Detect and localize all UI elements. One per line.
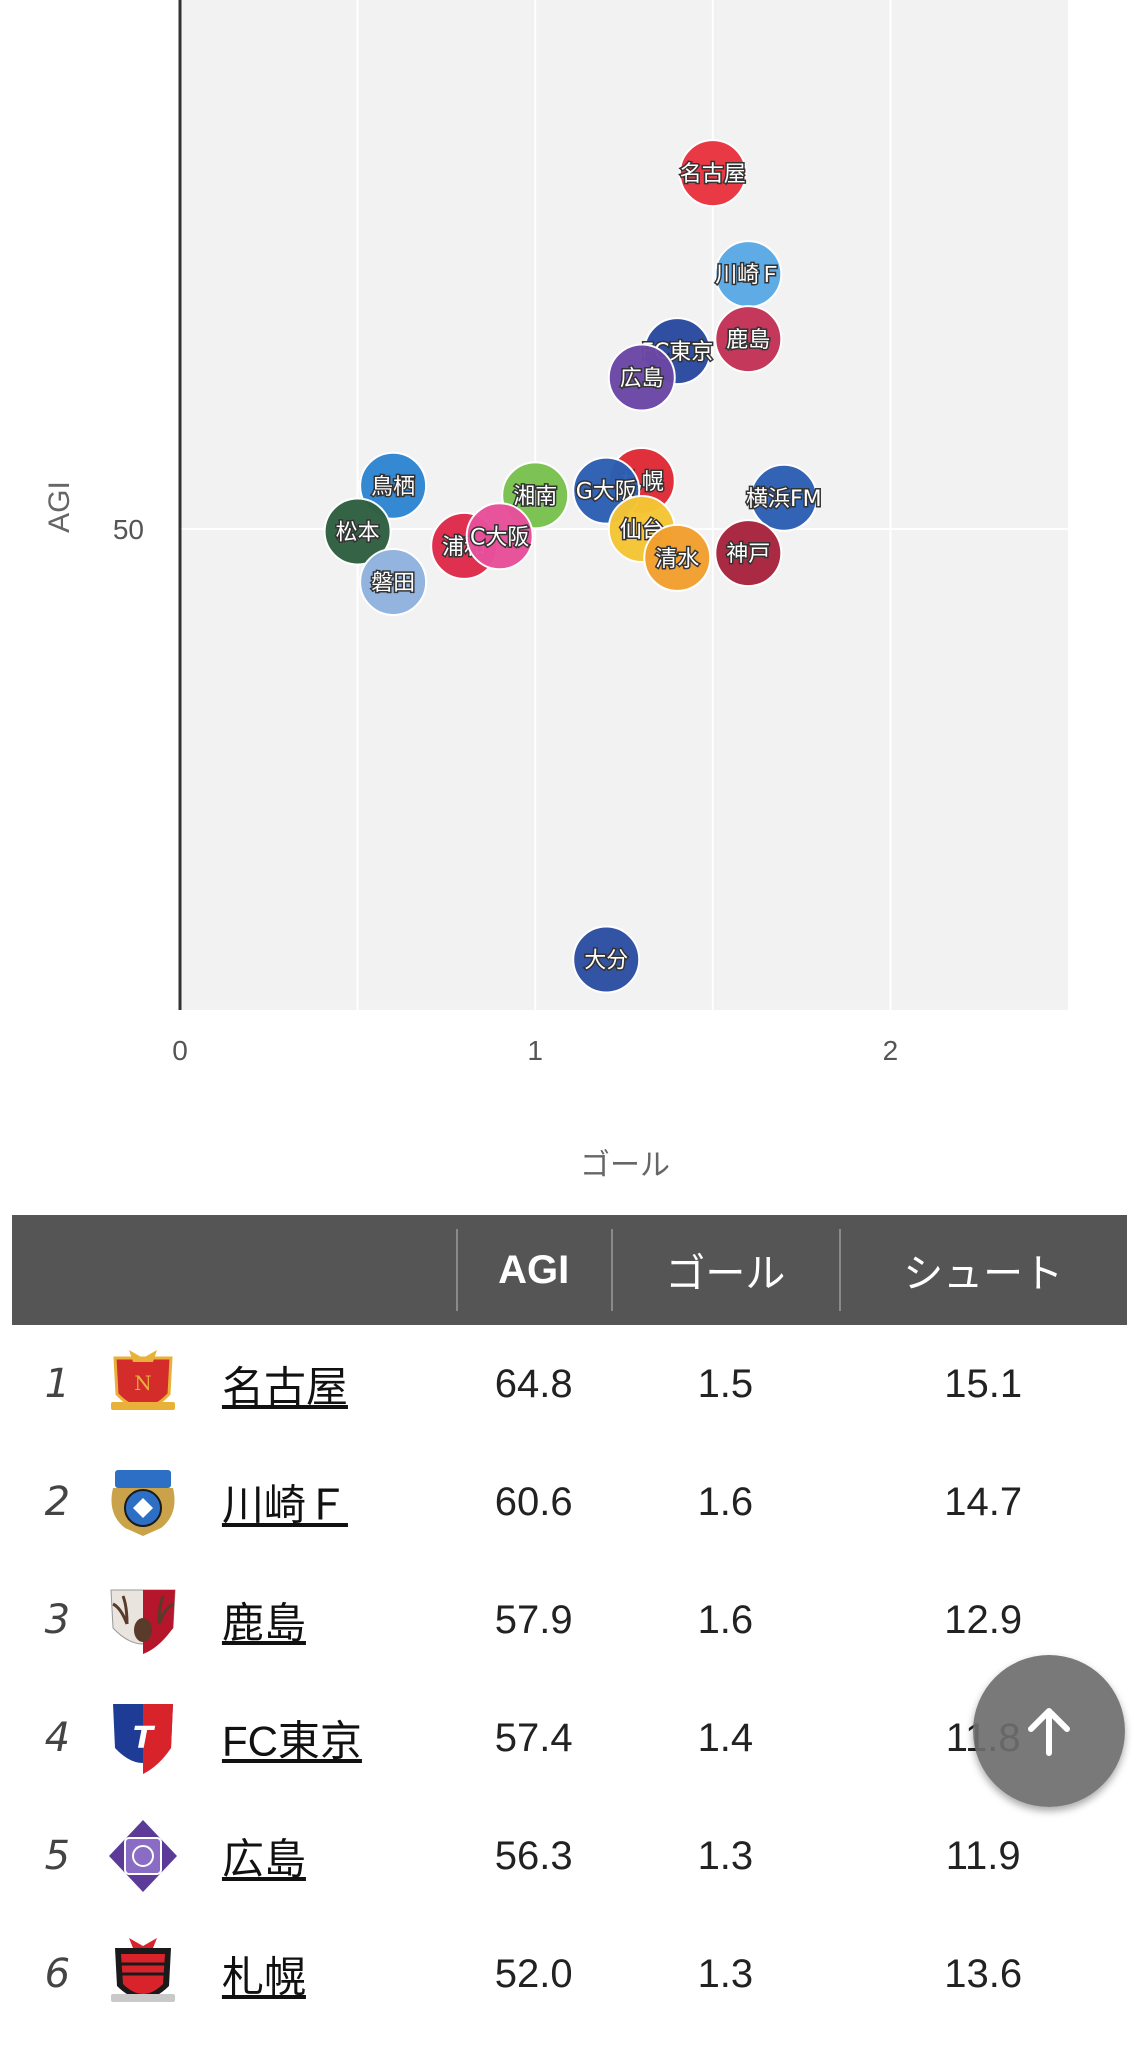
goal-cell: 1.5 <box>697 1361 754 1406</box>
goal-cell: 1.3 <box>697 1951 754 1996</box>
data-point-label: 川崎Ｆ <box>715 263 781 288</box>
agi-cell: 60.6 <box>494 1479 573 1524</box>
team-cell: 川崎Ｆ <box>103 1443 456 1561</box>
team-cell: T FC東京 <box>103 1679 456 1797</box>
goal-cell: 1.3 <box>697 1833 754 1878</box>
shoot-cell: 12.9 <box>944 1597 1023 1642</box>
rank-cell: 4 <box>44 1715 71 1761</box>
data-point-label: 松本 <box>336 520 380 545</box>
team-cell: 札幌 <box>103 1915 456 2033</box>
svg-text:T: T <box>133 1721 156 1756</box>
data-point <box>714 519 783 588</box>
consadole-sapporo-emblem-icon <box>110 1938 175 2002</box>
data-point <box>678 139 747 208</box>
table-row: 1 N 名古屋 64.8 1.5 15.1 <box>12 1325 1127 1443</box>
data-point <box>572 925 641 994</box>
data-point-label: 磐田 <box>371 571 415 596</box>
shoot-cell: 14.7 <box>944 1479 1023 1524</box>
x-axis-title: ゴール <box>580 1149 670 1182</box>
data-point-label: 湘南 <box>513 484 557 509</box>
y-tick-label: 50 <box>113 514 144 545</box>
agi-cell: 52.0 <box>494 1951 573 1996</box>
data-point <box>749 463 818 532</box>
kawasaki-frontale-emblem-icon <box>111 1470 175 1536</box>
data-point <box>359 547 428 616</box>
rank-cell: 1 <box>44 1361 71 1407</box>
data-point-label: C大阪 <box>470 525 529 550</box>
header-agi[interactable]: AGI <box>455 1215 611 1325</box>
data-point-label: 鹿島 <box>726 328 770 353</box>
goal-cell: 1.6 <box>697 1479 754 1524</box>
y-axis-title: AGI <box>43 481 76 533</box>
rank-cell: 5 <box>44 1833 71 1879</box>
header-team <box>12 1215 456 1325</box>
x-tick-label: 1 <box>527 1035 543 1066</box>
table-row: 6 札幌 52.0 1.3 13.6 <box>12 1915 1127 2033</box>
arrow-up-icon <box>1028 1708 1070 1756</box>
team-link[interactable]: 鹿島 <box>221 1599 306 1647</box>
table-header-row: AGI ゴール シュート <box>12 1215 1127 1325</box>
fc-tokyo-emblem-icon: T <box>112 1704 173 1774</box>
ranking-table: AGI ゴール シュート 1 N 名古屋 64.8 1.5 15.1 2 <box>12 1215 1127 2033</box>
header-shoot[interactable]: シュート <box>839 1215 1127 1325</box>
rank-cell: 2 <box>44 1479 71 1525</box>
sanfrecce-hiroshima-emblem-icon <box>108 1820 177 1892</box>
table-row: 2 川崎Ｆ 60.6 1.6 14.7 <box>12 1443 1127 1561</box>
goal-cell: 1.4 <box>697 1715 754 1760</box>
nagoya-grampus-emblem-icon: N <box>110 1350 175 1410</box>
x-tick-label: 2 <box>883 1035 899 1066</box>
agi-cell: 56.3 <box>494 1833 573 1878</box>
x-tick-label: 0 <box>172 1035 188 1066</box>
data-point-label: 神戸 <box>726 542 770 567</box>
svg-text:N: N <box>134 1371 152 1395</box>
agi-cell: 57.9 <box>494 1597 573 1642</box>
data-point-label: 横浜FM <box>746 487 822 512</box>
agi-cell: 57.4 <box>494 1715 573 1760</box>
data-point-label: 鳥栖 <box>371 475 415 500</box>
team-link[interactable]: FC東京 <box>221 1717 362 1765</box>
data-point-label: 清水 <box>655 547 699 572</box>
data-point <box>323 497 392 566</box>
kashima-antlers-emblem-icon <box>110 1589 176 1654</box>
shoot-cell: 11.9 <box>945 1833 1021 1878</box>
rank-cell: 6 <box>44 1951 71 1997</box>
rank-cell: 3 <box>44 1597 71 1643</box>
team-link[interactable]: 札幌 <box>221 1953 306 2001</box>
scatter-chart: 0 1 2 50 名古屋 川崎Ｆ 鹿島 FC東京 広島 札幌 横浜FM 鳥栖 湘南 G大阪 仙台 松本 浦和 C大… <box>43 0 1068 1182</box>
data-point-label: 名古屋 <box>680 162 746 187</box>
team-link[interactable]: 川崎Ｆ <box>221 1481 348 1529</box>
team-link[interactable]: 名古屋 <box>221 1363 348 1411</box>
data-point <box>359 451 428 520</box>
team-cell: N 名古屋 <box>103 1325 456 1443</box>
team-link[interactable]: 広島 <box>221 1835 306 1883</box>
data-point-label: 大分 <box>584 949 628 974</box>
data-point-label: 広島 <box>620 367 664 392</box>
data-point <box>465 502 534 571</box>
table-row: 5 広島 56.3 1.3 11.9 <box>12 1797 1127 1915</box>
team-cell: 鹿島 <box>103 1561 456 1679</box>
header-goal[interactable]: ゴール <box>611 1215 839 1325</box>
data-point <box>607 343 676 412</box>
table-row: 4 T FC東京 57.4 1.4 11.8 <box>12 1679 1127 1797</box>
scroll-to-top-button[interactable] <box>973 1655 1125 1807</box>
shoot-cell: 13.6 <box>944 1951 1023 1996</box>
shoot-cell: 15.1 <box>944 1361 1023 1406</box>
agi-cell: 64.8 <box>494 1361 573 1406</box>
data-point <box>643 523 712 592</box>
data-point <box>714 305 783 374</box>
table-row: 3 鹿島 57.9 1.6 12.9 <box>12 1561 1127 1679</box>
goal-cell: 1.6 <box>697 1597 754 1642</box>
team-cell: 広島 <box>103 1797 456 1915</box>
